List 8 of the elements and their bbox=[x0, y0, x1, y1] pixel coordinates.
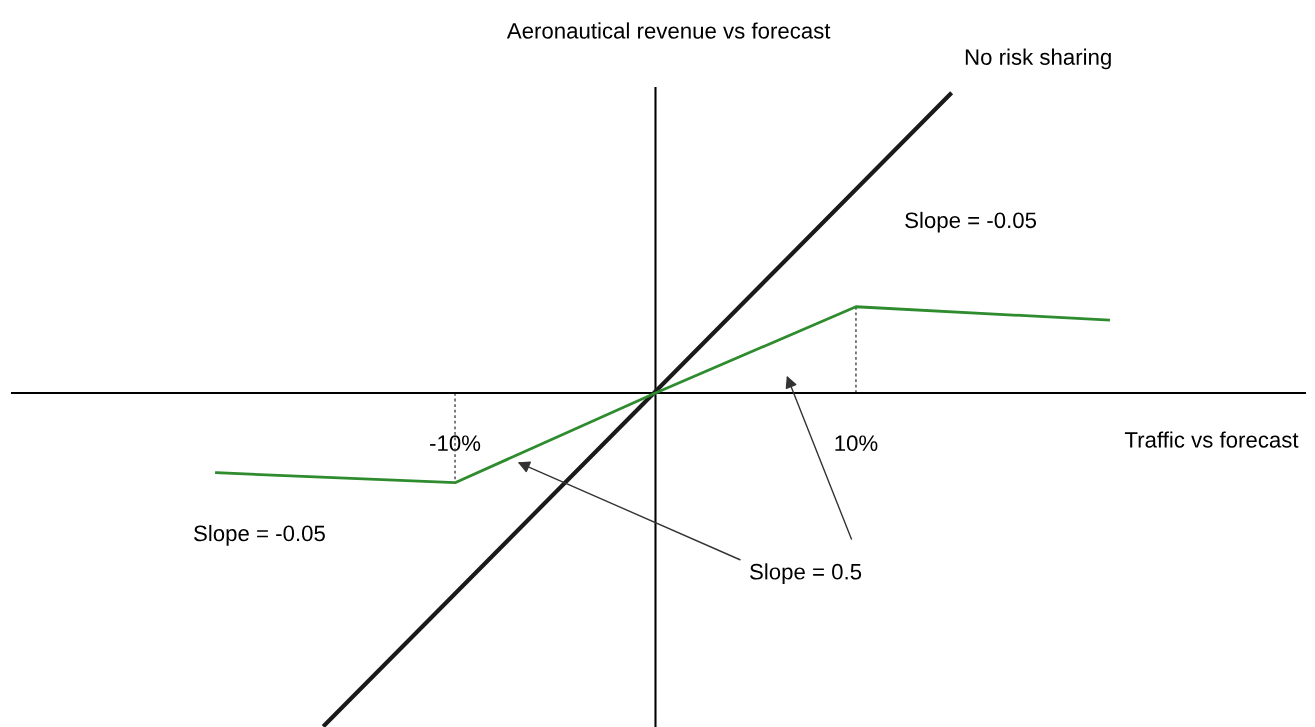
y-axis-title: Aeronautical revenue vs forecast bbox=[506, 22, 831, 39]
x-tick-label: 10% bbox=[835, 435, 878, 452]
series-label: No risk sharing bbox=[965, 48, 1111, 70]
x-tick-label: -10% bbox=[430, 435, 481, 452]
annotation: Slope = -0.05 bbox=[194, 524, 325, 546]
x-axis-title: Traffic vs forecast bbox=[1124, 431, 1299, 448]
annotation: Slope = 0.5 bbox=[750, 563, 862, 584]
annotation: Slope = -0.05 bbox=[905, 211, 1037, 233]
